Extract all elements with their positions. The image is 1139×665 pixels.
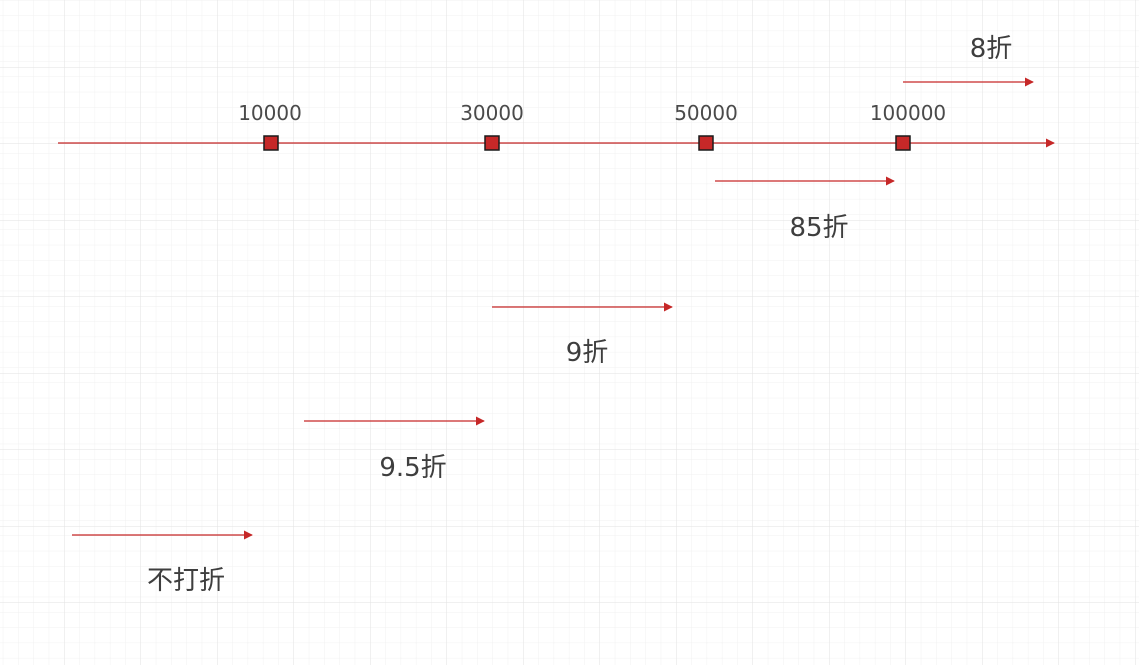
range-label-85: 85折 (789, 213, 848, 243)
tick-label-100000: 100000 (870, 101, 946, 125)
tick-label-30000: 30000 (460, 101, 524, 125)
tick-label-50000: 50000 (674, 101, 738, 125)
range-label-9: 9折 (566, 338, 609, 368)
tick-marker-50000 (698, 135, 714, 151)
tick-marker-100000 (895, 135, 911, 151)
tick-marker-30000 (484, 135, 500, 151)
range-label-no-discount: 不打折 (147, 566, 225, 596)
range-label-8: 8折 (970, 34, 1013, 64)
range-label-9-5: 9.5折 (379, 453, 446, 483)
tick-marker-10000 (263, 135, 279, 151)
tick-label-10000: 10000 (238, 101, 302, 125)
